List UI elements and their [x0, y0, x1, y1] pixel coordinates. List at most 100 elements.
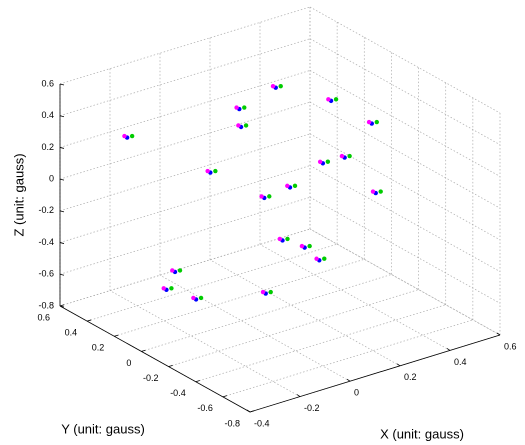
z-tick-label: 0.6 — [41, 78, 54, 88]
y-tick-label: 0 — [126, 358, 131, 368]
z-axis-label: Z (unit: gauss) — [11, 153, 26, 236]
tick-mark — [195, 380, 200, 383]
grid-line — [195, 304, 446, 383]
y-tick-label: -0.8 — [224, 418, 240, 428]
point — [299, 243, 305, 249]
x-tick-label: 0.4 — [454, 357, 467, 367]
point — [292, 183, 298, 189]
point — [326, 97, 331, 102]
grid-line — [59, 165, 311, 243]
point — [170, 268, 175, 273]
grid-line — [59, 6, 311, 85]
point — [177, 268, 183, 273]
grid-line — [309, 70, 501, 177]
tick-mark — [396, 363, 401, 367]
point — [236, 123, 241, 128]
tick-mark — [59, 178, 65, 181]
y-tick-label: 0.2 — [92, 343, 105, 353]
axis-line — [59, 305, 251, 413]
point — [242, 105, 247, 110]
grid-line — [309, 196, 501, 304]
grid-line — [309, 228, 501, 336]
point — [277, 236, 282, 242]
point — [278, 83, 283, 89]
point — [234, 105, 239, 110]
grid-line — [309, 101, 501, 209]
grid-line — [168, 289, 419, 367]
point — [213, 168, 218, 174]
tick-mark — [168, 364, 173, 367]
point — [243, 123, 249, 128]
tick-mark — [59, 83, 65, 86]
point — [129, 133, 135, 139]
x-tick-label: 0.2 — [404, 372, 417, 382]
point — [347, 153, 352, 159]
grid-line — [59, 228, 311, 307]
z-tick-label: -0.2 — [38, 205, 54, 215]
x-tick-label: -0.4 — [254, 418, 270, 428]
point — [374, 119, 379, 125]
grid-line — [209, 259, 401, 367]
grid-line — [114, 258, 365, 337]
point — [339, 153, 345, 159]
point — [268, 289, 273, 295]
grid — [59, 6, 501, 413]
tick-mark — [496, 332, 501, 336]
tick-mark — [59, 242, 65, 244]
point — [366, 119, 372, 125]
points — [122, 83, 383, 302]
point — [333, 97, 339, 102]
point — [161, 286, 166, 291]
y-tick-label: 0.4 — [65, 328, 78, 338]
y-tick-label: -0.2 — [143, 373, 159, 383]
x-axis-label: X (unit: gauss) — [380, 426, 464, 441]
point — [378, 189, 383, 194]
axes-box — [59, 83, 501, 413]
grid-line — [309, 6, 501, 114]
grid-line — [87, 243, 338, 322]
tick-mark — [59, 147, 65, 149]
y-tick-label: -0.6 — [197, 403, 213, 413]
tick-mark — [246, 409, 251, 413]
z-tick-label: 0 — [49, 174, 54, 184]
tick-mark — [222, 395, 227, 398]
tick-mark — [296, 394, 301, 397]
tick-mark — [59, 115, 65, 118]
tick-mark — [114, 334, 119, 337]
tick-mark — [446, 348, 451, 351]
z-tick-label: -0.6 — [38, 269, 54, 279]
grid-line — [309, 38, 501, 146]
point — [285, 236, 290, 242]
grid-line — [259, 244, 451, 351]
tick-mark — [59, 304, 65, 307]
point — [122, 133, 127, 139]
x-tick-label: 0.6 — [504, 341, 517, 351]
tick-labels: -0.8 -0.6 -0.4 -0.2 0 0.2 0.4 0.6 -0.8 -0.6 -0.4 -0… — [37, 78, 516, 428]
point — [191, 295, 196, 301]
point — [307, 243, 312, 249]
grid-line — [59, 38, 311, 117]
grid-line — [109, 290, 301, 397]
grid-line — [309, 165, 501, 272]
point — [285, 183, 290, 189]
grid-line — [222, 319, 473, 398]
point — [370, 189, 376, 194]
point — [317, 159, 323, 164]
tick-mark — [249, 410, 255, 413]
x-tick-label: -0.2 — [304, 403, 320, 413]
grid-line — [159, 274, 351, 382]
point — [267, 194, 272, 199]
tick-mark — [141, 349, 146, 352]
point — [314, 256, 319, 261]
z-tick-label: 0.2 — [41, 142, 54, 152]
tick-mark — [59, 210, 65, 213]
point — [322, 256, 327, 261]
grid-line — [59, 70, 311, 148]
z-tick-label: 0.4 — [41, 110, 54, 120]
point — [205, 168, 210, 174]
grid-line — [309, 133, 501, 241]
point — [259, 194, 264, 199]
tick-mark — [346, 378, 351, 382]
